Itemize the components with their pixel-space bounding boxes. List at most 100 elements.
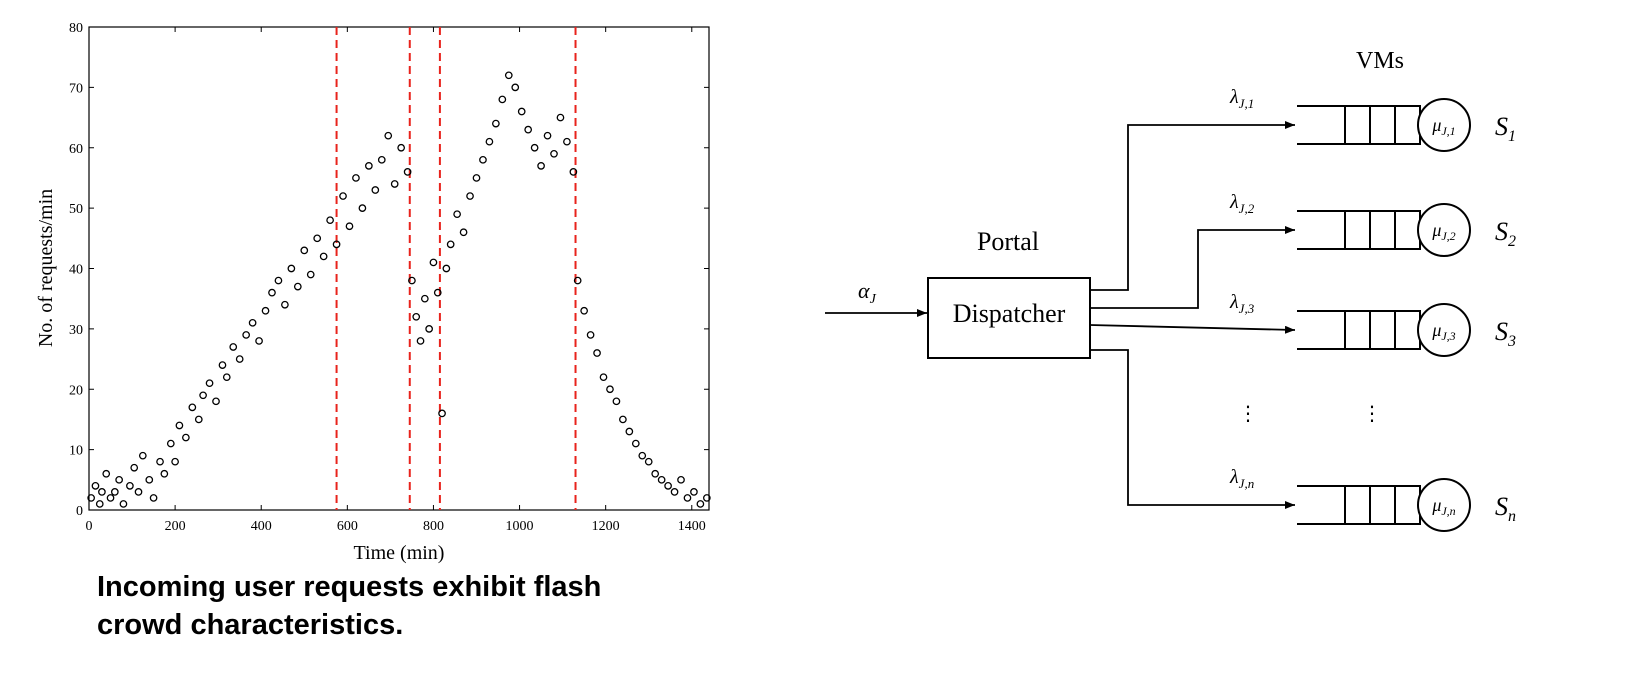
- data-point: [95, 500, 104, 508]
- portal-label: Portal: [977, 227, 1039, 256]
- plot-frame: [88, 26, 710, 511]
- data-point: [91, 481, 100, 490]
- dispatch-arrow: [1090, 121, 1295, 291]
- data-point: [657, 475, 666, 484]
- y-tick-label: 20: [69, 383, 83, 398]
- data-point: [625, 427, 634, 436]
- data-point: [442, 264, 451, 273]
- x-tick-label: 1400: [678, 519, 706, 534]
- server-label: S2: [1495, 217, 1516, 250]
- data-point: [115, 475, 123, 484]
- x-tick-label: 600: [337, 519, 358, 534]
- service-rate-label: μJ,3: [1431, 320, 1455, 343]
- y-tick-label: 50: [69, 202, 83, 217]
- data-point: [212, 397, 220, 406]
- arrival-rate-label: λJ,n: [1229, 466, 1254, 491]
- data-point: [218, 361, 227, 369]
- caption-line-1: Incoming user requests exhibit flash: [97, 571, 602, 603]
- data-point: [504, 71, 513, 80]
- queue-dots: ⋮: [1362, 401, 1382, 425]
- x-tick-label: 200: [165, 519, 186, 534]
- service-node: [1417, 203, 1471, 257]
- y-tick-label: 40: [69, 263, 83, 278]
- data-point: [537, 162, 545, 170]
- data-point: [543, 131, 552, 140]
- data-point: [156, 457, 164, 466]
- server-label: Sn: [1495, 492, 1516, 525]
- data-point: [550, 149, 558, 158]
- data-point: [274, 276, 283, 285]
- data-point: [134, 488, 143, 496]
- y-axis-ticks: 0 10 20 30 40 50 60 70 80: [69, 21, 709, 519]
- data-point: [606, 385, 614, 394]
- data-point: [524, 125, 533, 134]
- arrival-rate-label: λJ,1: [1229, 86, 1254, 111]
- data-point: [126, 481, 134, 490]
- service-rate-label: μJ,1: [1431, 115, 1455, 138]
- data-point: [145, 475, 154, 484]
- data-point: [599, 373, 608, 382]
- queue-buffer: [1297, 485, 1421, 525]
- data-point: [188, 403, 197, 412]
- dispatcher-queue-diagram: VMs Portal Dispatcher αJ λJ,1 μJ,1 S1 λJ,2 μ…: [825, 48, 1516, 532]
- vm-row-3: λJ,3 μJ,3 S3: [1089, 291, 1516, 357]
- data-point: [119, 500, 128, 508]
- service-node: [1417, 98, 1471, 152]
- data-point: [466, 192, 474, 200]
- data-point: [498, 95, 507, 104]
- queue-buffer: [1297, 105, 1421, 145]
- data-point: [194, 415, 203, 424]
- y-tick-label: 10: [69, 444, 83, 459]
- data-point: [670, 488, 679, 496]
- data-point: [281, 300, 289, 309]
- data-point: [702, 494, 711, 502]
- data-point: [345, 222, 354, 231]
- y-tick-label: 0: [76, 504, 83, 519]
- data-point: [573, 276, 582, 285]
- data-point: [586, 331, 595, 339]
- data-point: [593, 349, 601, 357]
- vm-row-2: λJ,2 μJ,2 S2: [1090, 191, 1516, 309]
- data-point: [313, 234, 322, 243]
- data-point: [459, 228, 468, 237]
- data-point: [429, 258, 438, 267]
- data-point: [530, 143, 539, 152]
- data-point: [412, 312, 421, 321]
- dispatch-arrow: [1090, 226, 1295, 309]
- data-point: [397, 143, 406, 152]
- data-point: [438, 409, 446, 418]
- input-rate-label: αJ: [858, 278, 877, 307]
- data-point: [98, 488, 106, 496]
- data-point: [563, 137, 571, 146]
- data-point: [683, 494, 692, 502]
- data-point: [255, 337, 263, 345]
- scatter-points: [87, 71, 711, 508]
- x-axis-ticks: 0 200 400 600 800 1000 1200 1400: [86, 27, 706, 534]
- x-axis-label: Time (min): [354, 542, 445, 564]
- vm-row-1: λJ,1 μJ,1 S1: [1090, 86, 1516, 291]
- data-point: [326, 216, 334, 225]
- data-point: [612, 397, 621, 406]
- arrival-rate-label: λJ,3: [1229, 291, 1255, 316]
- requests-scatter-chart: 0 200 400 600 800 1000 1200 1400 0 10 20 30 40 50 60 7…: [35, 21, 711, 564]
- data-point: [138, 451, 147, 460]
- data-point: [420, 294, 429, 303]
- data-point: [229, 343, 238, 351]
- data-point: [638, 451, 647, 460]
- service-node: [1417, 303, 1471, 357]
- arrival-rate-label: λJ,2: [1229, 191, 1255, 216]
- data-point: [130, 463, 139, 472]
- data-point: [306, 270, 315, 279]
- data-point: [390, 180, 399, 188]
- dispatch-arrow: [1090, 349, 1295, 509]
- data-point: [358, 204, 367, 212]
- y-axis-label: No. of requests/min: [35, 189, 57, 347]
- x-tick-label: 1000: [506, 519, 534, 534]
- data-point: [651, 469, 660, 478]
- data-point: [416, 337, 425, 345]
- data-point: [352, 174, 360, 182]
- dispatch-arrow: [1089, 324, 1296, 334]
- data-point: [690, 488, 698, 496]
- data-point: [160, 469, 169, 478]
- dispatcher-label: Dispatcher: [953, 299, 1066, 328]
